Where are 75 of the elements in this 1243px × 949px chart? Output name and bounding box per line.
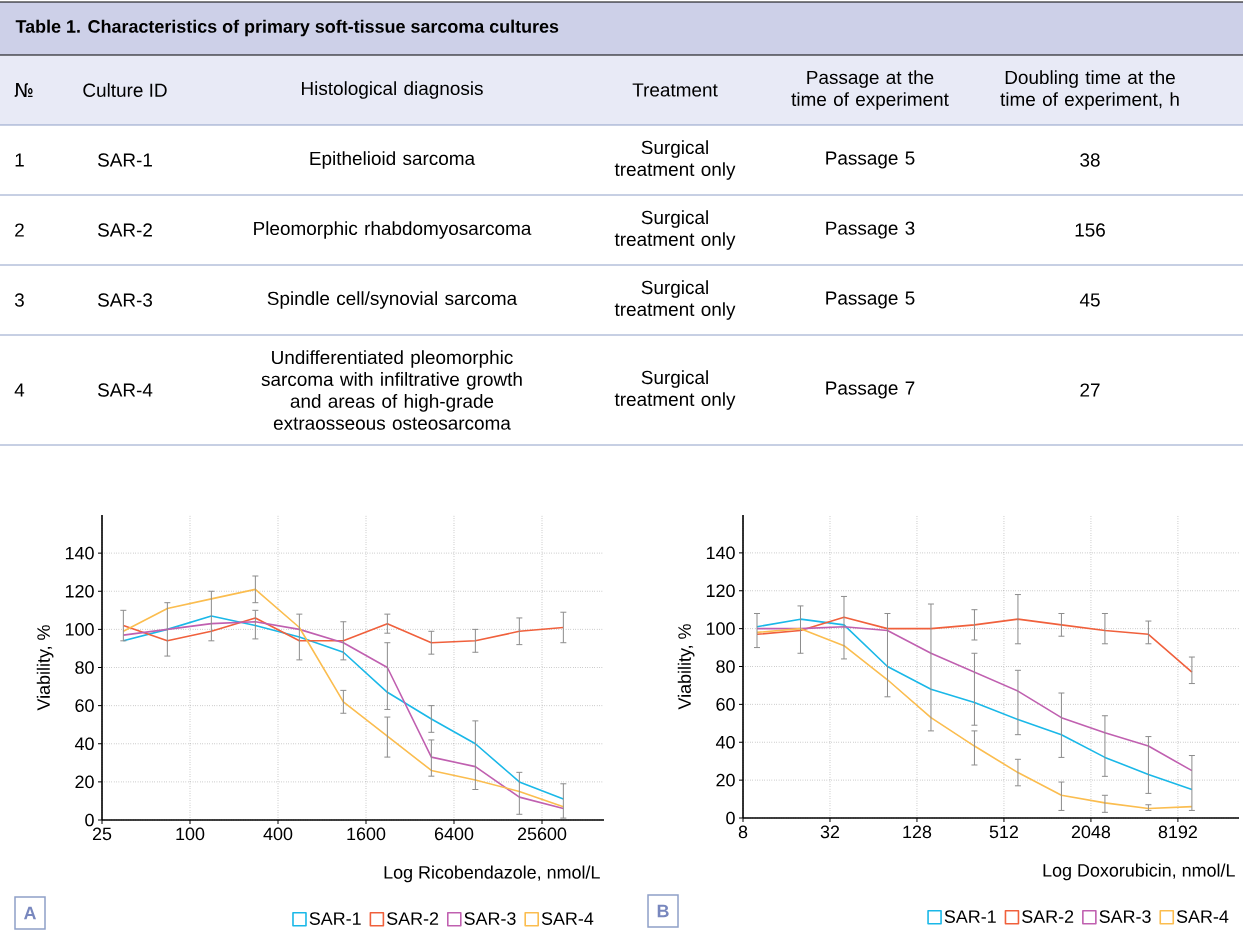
text: Undifferentiated pleomorphic sarcoma with infiltrative growth and areas of high-grade extraosseous osteosarcoma	[261, 350, 522, 430]
legend-label: SAR-3	[1099, 910, 1151, 923]
text: SAR-4	[97, 383, 153, 397]
text: Surgical treatment only	[614, 370, 736, 410]
y-tick-label: 40	[74, 737, 94, 751]
x-tick-label: 1600	[347, 827, 386, 841]
text: Surgical treatment only	[614, 210, 736, 250]
y-tick-label: 100	[65, 623, 94, 636]
text: SAR-1	[97, 153, 152, 167]
x-tick-label: 25	[92, 827, 112, 841]
y-tick-label: 0	[85, 813, 94, 827]
legend-label: SAR-4	[541, 912, 594, 925]
text: Culture ID	[83, 83, 167, 97]
y-tick-label: 60	[75, 699, 94, 712]
text: Pleomorphic rhabdomyosarcoma	[254, 221, 532, 239]
line-series	[756, 616, 1193, 673]
y-axis-title: Viability, %	[677, 624, 695, 710]
x-tick-label: 100	[176, 827, 205, 841]
y-tick-label: 120	[65, 584, 94, 598]
text: 2	[15, 223, 24, 237]
text: Passage 7	[826, 381, 915, 399]
x-tick-label: 8	[738, 825, 748, 839]
y-tick-label: 100	[706, 622, 735, 635]
x-axis-title: Log Doxorubicin, nmol/L	[1043, 863, 1235, 881]
text: Histological diagnosis	[302, 81, 483, 99]
x-tick-label: 128	[903, 825, 932, 839]
text: 1	[15, 153, 24, 167]
y-tick-label: 80	[75, 661, 94, 674]
x-axis-title: Log Ricobendazole, nmol/L	[384, 865, 600, 883]
text: №	[14, 83, 33, 97]
text: Passage at the time of experiment	[791, 70, 949, 110]
text: Spindle cell/synovial sarcoma	[267, 291, 518, 309]
y-tick-label: 80	[716, 660, 735, 673]
text: 156	[1075, 223, 1105, 237]
legend-label: SAR-3	[464, 912, 516, 925]
text: SAR-3	[97, 293, 153, 307]
text: 45	[1079, 293, 1100, 307]
y-tick-label: 0	[726, 811, 735, 825]
y-tick-label: 20	[716, 773, 735, 787]
y-tick-label: 60	[716, 698, 735, 711]
legend-label: SAR-1	[309, 912, 361, 925]
y-tick-label: 40	[715, 735, 735, 749]
text: 27	[1080, 383, 1100, 397]
text: 3	[14, 293, 24, 307]
legend-label: SAR-1	[944, 910, 996, 923]
text: SAR-2	[97, 223, 152, 237]
text: 4	[14, 383, 25, 397]
x-tick-label: 400	[263, 827, 293, 841]
y-tick-label: 140	[65, 546, 94, 560]
text: Surgical treatment only	[614, 280, 736, 320]
line-series	[122, 617, 565, 644]
text: Surgical treatment only	[614, 140, 736, 180]
legend-label: SAR-2	[387, 912, 439, 925]
x-tick-label: 8192	[1158, 825, 1197, 839]
text: 38	[1080, 153, 1100, 167]
y-tick-label: 120	[706, 584, 735, 598]
text: Passage 3	[826, 221, 915, 239]
text: Doubling time at the time of experiment, h	[1000, 70, 1179, 110]
text: Passage 5	[826, 291, 915, 309]
text: Treatment	[632, 83, 718, 97]
y-axis-title: Viability, %	[36, 625, 54, 711]
text: Epithelioid sarcoma	[310, 151, 476, 169]
x-tick-label: 2048	[1071, 825, 1111, 839]
legend-label: SAR-4	[1176, 910, 1229, 923]
x-tick-label: 32	[820, 825, 840, 839]
text: A	[23, 906, 37, 920]
x-tick-label: 512	[989, 825, 1018, 839]
x-tick-label: 6400	[434, 827, 474, 841]
y-tick-label: 20	[75, 775, 94, 789]
legend-label: SAR-2	[1022, 910, 1074, 923]
text: B	[657, 904, 669, 918]
y-tick-label: 140	[706, 546, 735, 560]
text: Passage 5	[826, 151, 915, 169]
text: Table 1. Characteristics of primary soft-tissue sarcoma cultures	[15, 19, 559, 37]
x-tick-label: 25600	[517, 827, 567, 841]
